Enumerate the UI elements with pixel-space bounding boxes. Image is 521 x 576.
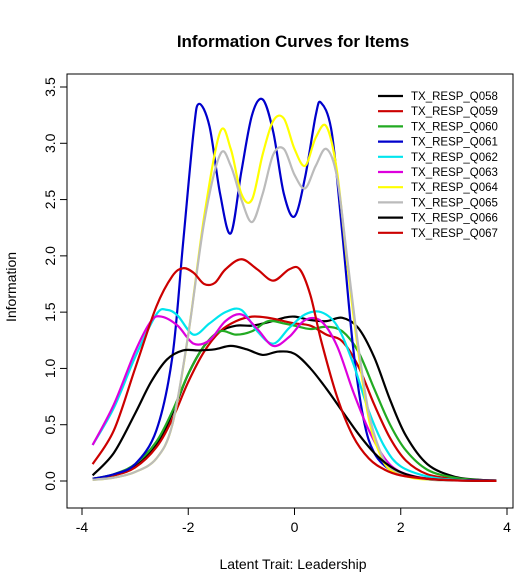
legend: TX_RESP_Q058 TX_RESP_Q059 TX_RESP_Q060 TX_R… xyxy=(378,91,499,240)
series-line-tx-resp-q060 xyxy=(92,319,497,482)
y-axis: 0.0 0.5 1.0 1.5 2.0 2.5 3.0 3.5 xyxy=(42,77,68,491)
series-line-tx-resp-q067 xyxy=(91,258,497,482)
y-tick-label: 1.0 xyxy=(42,358,58,378)
y-tick-label: 0.5 xyxy=(42,415,58,435)
legend-label: TX_RESP_Q063 xyxy=(411,167,498,179)
series-lines xyxy=(91,97,497,482)
y-axis-label: Information xyxy=(3,252,19,322)
legend-label: TX_RESP_Q062 xyxy=(411,152,498,164)
y-tick-label: 3.5 xyxy=(42,77,58,97)
x-tick-label: 4 xyxy=(503,519,511,535)
chart-title: Information Curves for Items xyxy=(177,32,409,51)
y-tick-label: 0.0 xyxy=(42,471,58,491)
x-axis-label: Latent Trait: Leadership xyxy=(219,556,366,572)
series-line-tx-resp-q065 xyxy=(92,146,497,482)
legend-label: TX_RESP_Q059 xyxy=(411,106,498,118)
legend-label: TX_RESP_Q065 xyxy=(411,197,498,209)
legend-label: TX_RESP_Q067 xyxy=(411,228,498,240)
y-tick-label: 2.0 xyxy=(42,246,58,266)
y-tick-label: 2.5 xyxy=(42,190,58,210)
series-line-tx-resp-q059 xyxy=(92,315,497,482)
legend-label: TX_RESP_Q060 xyxy=(411,121,498,133)
series-line-tx-resp-q058 xyxy=(92,315,497,482)
series-line-tx-resp-q063 xyxy=(91,313,497,482)
series-line-tx-resp-q066 xyxy=(91,344,497,482)
legend-label: TX_RESP_Q064 xyxy=(411,182,499,194)
x-tick-label: 0 xyxy=(291,519,299,535)
y-tick-label: 3.0 xyxy=(42,133,58,153)
x-tick-label: -4 xyxy=(76,519,89,535)
legend-label: TX_RESP_Q061 xyxy=(411,137,498,149)
y-tick-label: 1.5 xyxy=(42,302,58,322)
x-tick-label: -2 xyxy=(182,519,195,535)
legend-label: TX_RESP_Q066 xyxy=(411,213,498,225)
x-tick-label: 2 xyxy=(397,519,405,535)
x-axis: -4 -2 0 2 4 xyxy=(76,507,511,535)
legend-label: TX_RESP_Q058 xyxy=(411,91,498,103)
series-line-tx-resp-q062 xyxy=(91,307,497,482)
